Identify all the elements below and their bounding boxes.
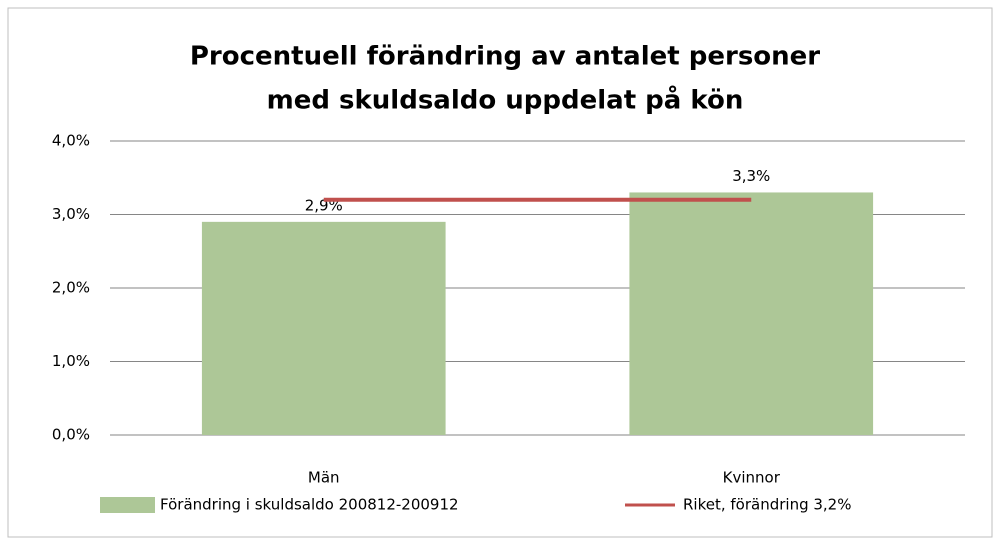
y-tick-label: 1,0% (52, 352, 90, 370)
bar (201, 221, 446, 435)
y-tick-label: 0,0% (52, 426, 90, 444)
bar (629, 192, 874, 435)
legend-swatch (100, 497, 155, 513)
legend-label: Förändring i skuldsaldo 200812-200912 (160, 496, 459, 514)
data-label: 3,3% (732, 167, 770, 185)
chart-title: Procentuell förändring av antalet person… (190, 42, 820, 72)
chart-title: med skuldsaldo uppdelat på kön (267, 84, 744, 116)
y-tick-label: 4,0% (52, 132, 90, 150)
y-tick-label: 3,0% (52, 205, 90, 223)
y-tick-label: 2,0% (52, 279, 90, 297)
x-tick-label: Män (308, 469, 340, 487)
legend-label: Riket, förändring 3,2% (683, 496, 851, 514)
x-tick-label: Kvinnor (723, 469, 781, 487)
